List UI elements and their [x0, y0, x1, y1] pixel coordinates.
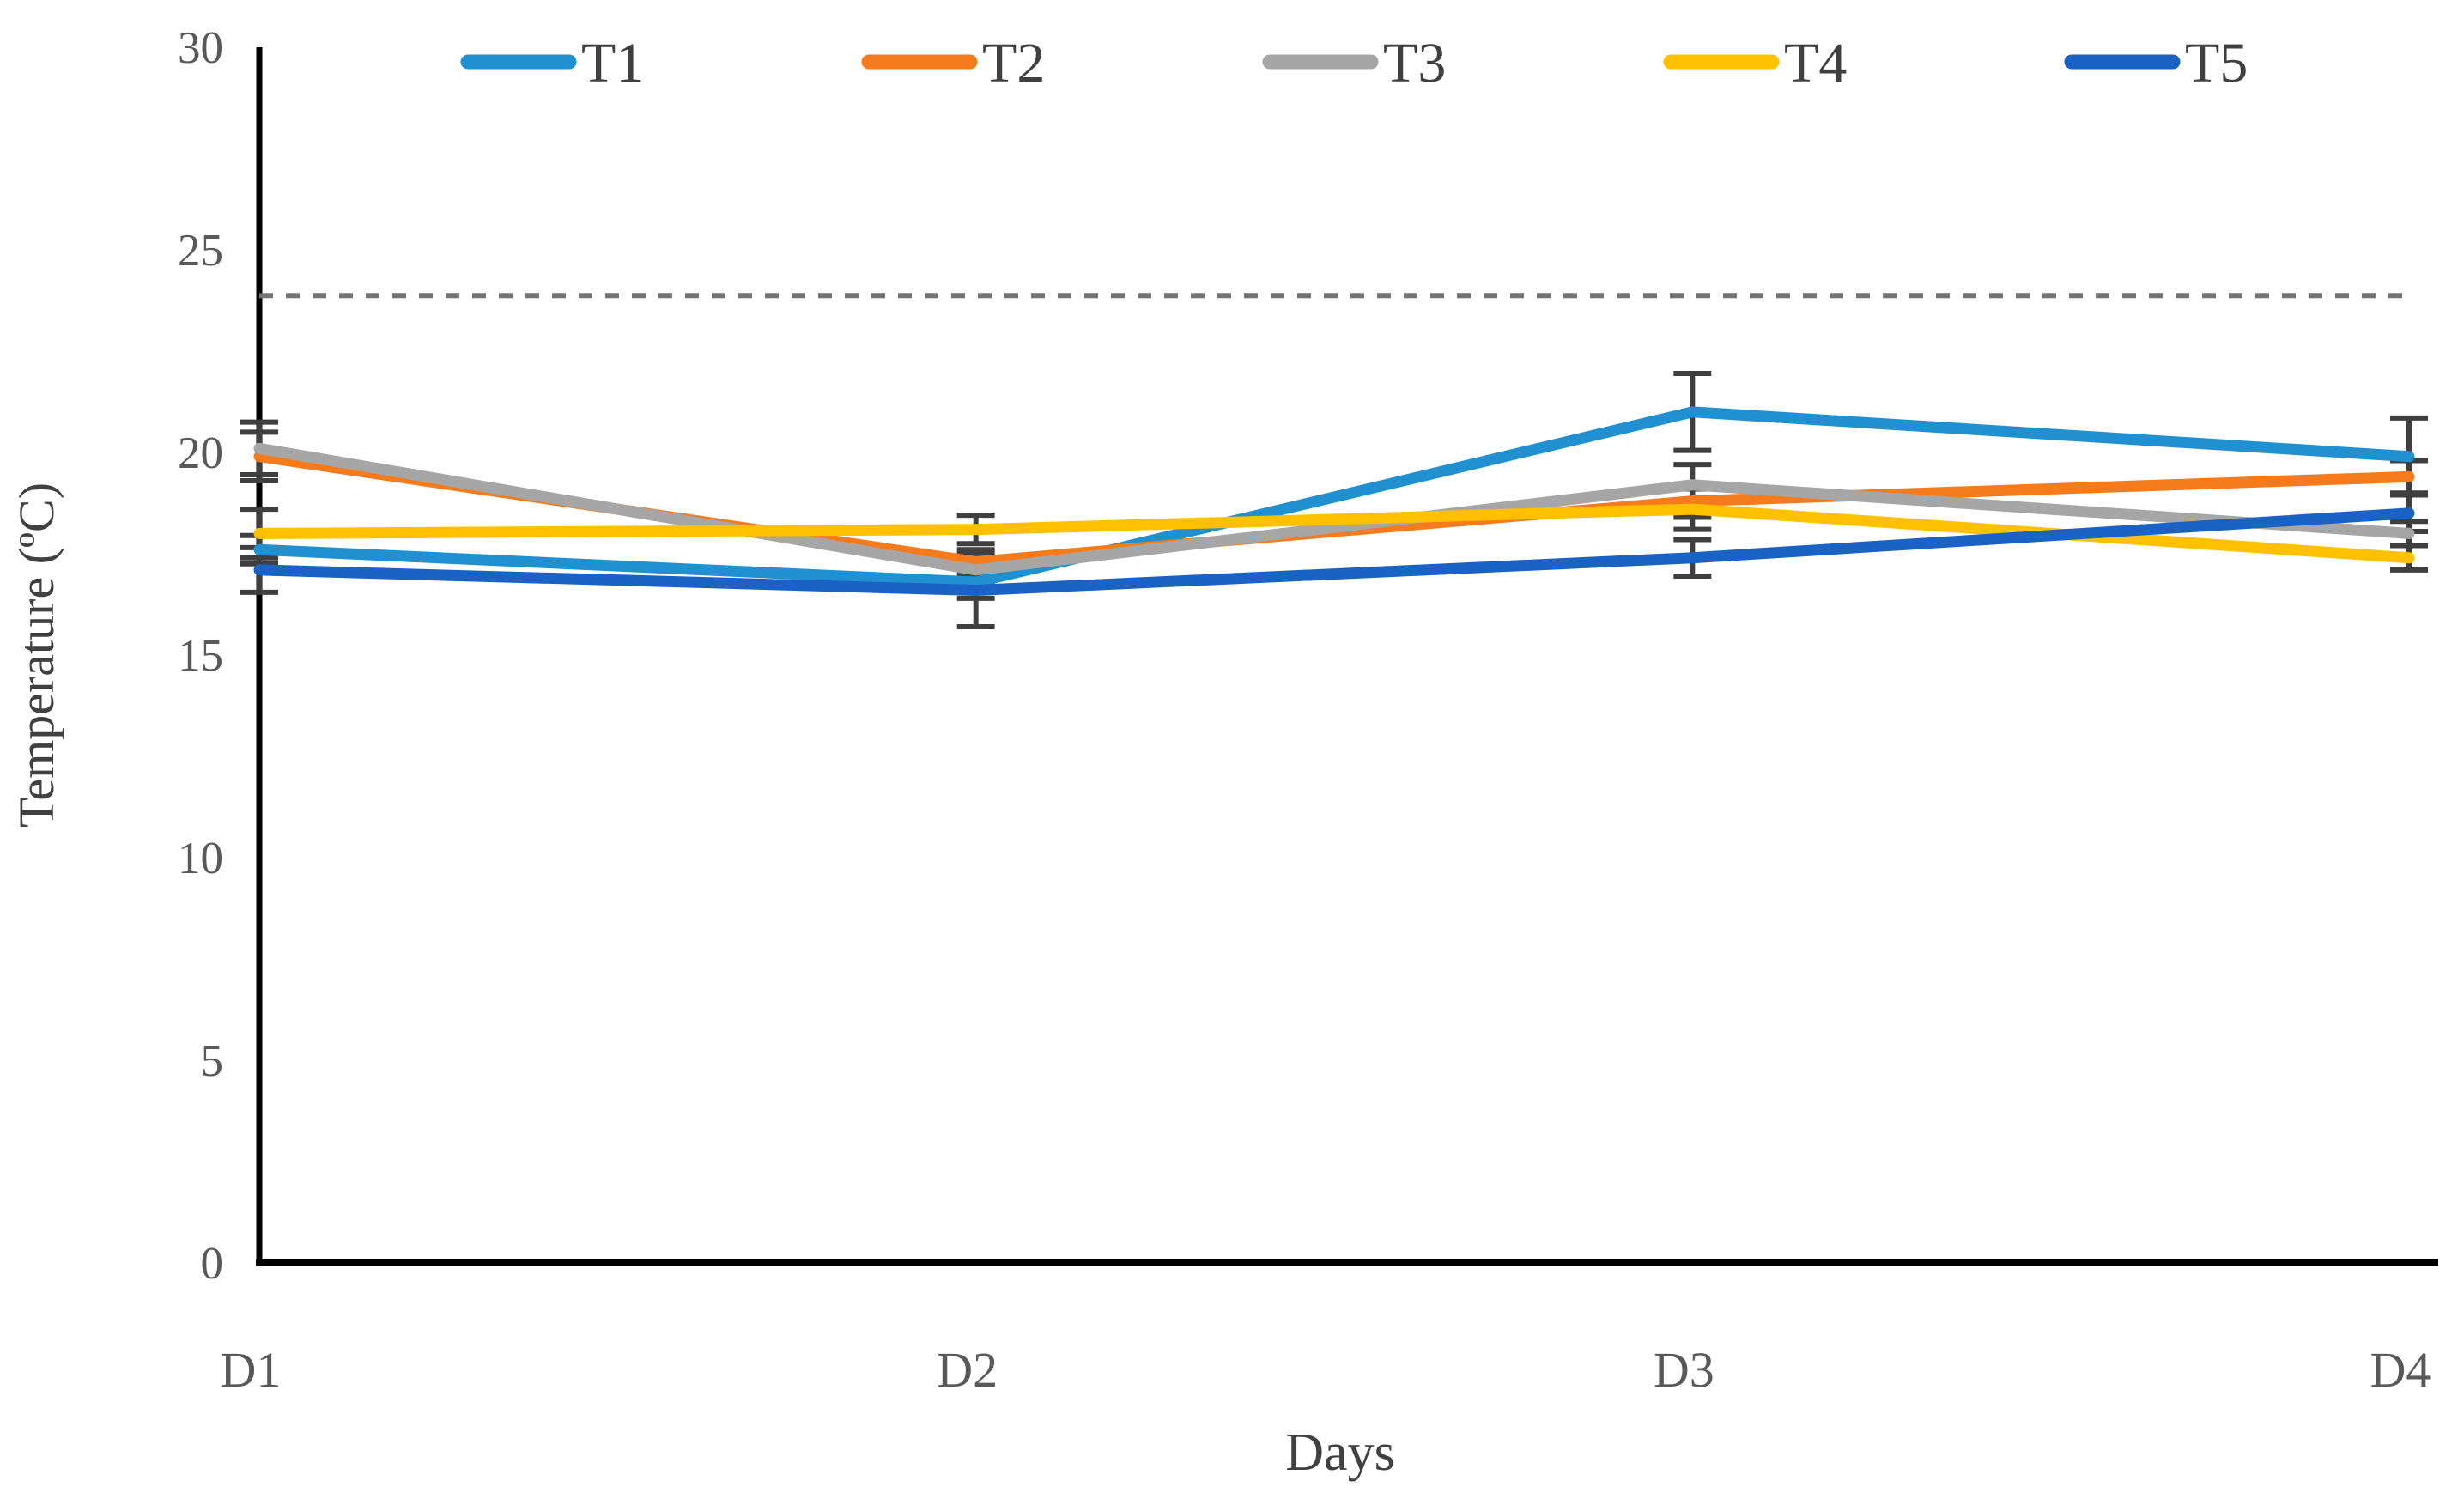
y-axis-title: Temperature (ºC) — [9, 482, 64, 828]
legend-label-T3: T3 — [1383, 32, 1446, 94]
series-line-T1 — [253, 406, 2415, 588]
series-line-T3 — [253, 442, 2415, 576]
legend-label-T2: T2 — [982, 32, 1045, 94]
x-axis-title: Days — [1285, 1423, 1394, 1482]
legend-label-T5: T5 — [2185, 32, 2248, 94]
x-category-label: D4 — [2370, 1342, 2431, 1398]
y-tick-label: 15 — [178, 631, 223, 681]
y-tick-label: 5 — [201, 1036, 224, 1086]
y-tick-label: 25 — [178, 226, 223, 276]
legend-label-T4: T4 — [1784, 32, 1847, 94]
x-category-label: D1 — [221, 1342, 282, 1398]
x-category-label: D3 — [1654, 1342, 1714, 1398]
y-tick-label: 0 — [201, 1239, 224, 1289]
y-tick-label: 30 — [178, 23, 223, 73]
y-tick-label: 20 — [178, 428, 223, 478]
legend-label-T1: T1 — [581, 32, 644, 94]
x-category-label: D2 — [937, 1342, 998, 1398]
y-tick-label: 10 — [178, 834, 223, 883]
series-line-T5 — [253, 507, 2415, 596]
